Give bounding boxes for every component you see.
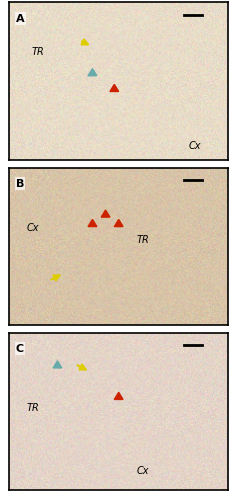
Text: TR: TR: [27, 404, 40, 413]
Text: Cx: Cx: [27, 222, 39, 232]
Text: TR: TR: [136, 235, 149, 245]
Polygon shape: [101, 210, 110, 217]
Text: A: A: [16, 14, 25, 24]
Polygon shape: [110, 84, 119, 91]
Text: TR: TR: [31, 46, 44, 56]
Polygon shape: [114, 220, 123, 226]
Polygon shape: [88, 220, 97, 226]
Polygon shape: [88, 68, 97, 75]
Text: Cx: Cx: [189, 141, 201, 151]
Polygon shape: [53, 361, 62, 368]
Text: C: C: [16, 344, 24, 353]
Text: Cx: Cx: [136, 466, 149, 476]
Text: B: B: [16, 178, 24, 188]
Polygon shape: [114, 392, 123, 400]
